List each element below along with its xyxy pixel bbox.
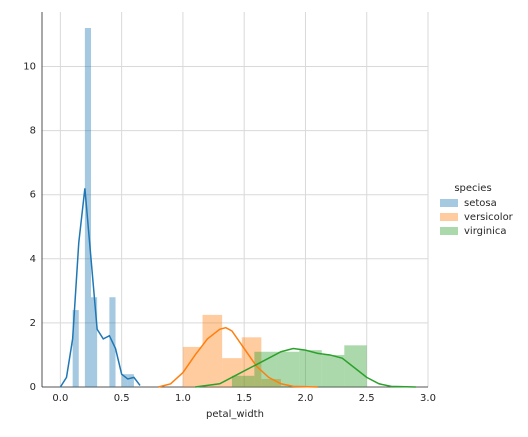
histogram-bar: [202, 314, 223, 387]
histogram-bar: [299, 350, 322, 387]
x-tick-label: 1.0: [175, 393, 191, 404]
x-tick-label: 0.0: [52, 393, 68, 404]
legend-swatch: [440, 227, 458, 235]
y-tick-label: 4: [30, 254, 36, 265]
legend-label: versicolor: [464, 212, 514, 223]
kde-line: [59, 188, 141, 388]
y-tick-label: 0: [30, 382, 36, 393]
histogram-bar: [241, 337, 262, 387]
x-axis-label: petal_width: [206, 409, 264, 420]
histogram-bar: [91, 297, 98, 387]
x-tick-label: 1.5: [236, 393, 252, 404]
histogram-bar: [84, 28, 92, 388]
histogram-bar: [276, 351, 300, 387]
legend-swatch: [440, 213, 458, 221]
histogram-bar: [231, 375, 255, 387]
kde-line: [158, 326, 318, 388]
x-tick-label: 2.0: [298, 393, 314, 404]
x-tick-label: 3.0: [420, 393, 436, 404]
y-tick-label: 8: [30, 126, 36, 137]
legend-title: species: [454, 183, 491, 194]
histogram-bar: [254, 351, 277, 387]
histogram-bar: [127, 374, 134, 387]
legend-label: setosa: [464, 198, 497, 209]
histogram-bar: [344, 345, 367, 387]
x-tick-label: 0.5: [114, 393, 130, 404]
legend-swatch: [440, 199, 458, 207]
kde-line: [195, 347, 416, 388]
histogram-bar: [321, 354, 345, 387]
y-tick-label: 6: [30, 190, 36, 201]
histogram-bar: [121, 374, 128, 387]
x-tick-label: 2.5: [359, 393, 375, 404]
y-tick-label: 10: [23, 61, 36, 72]
histogram-bar: [261, 378, 281, 387]
histogram-bar: [182, 346, 203, 387]
legend-label: virginica: [464, 226, 507, 237]
y-tick-label: 2: [30, 318, 36, 329]
histogram-bar: [72, 310, 79, 387]
